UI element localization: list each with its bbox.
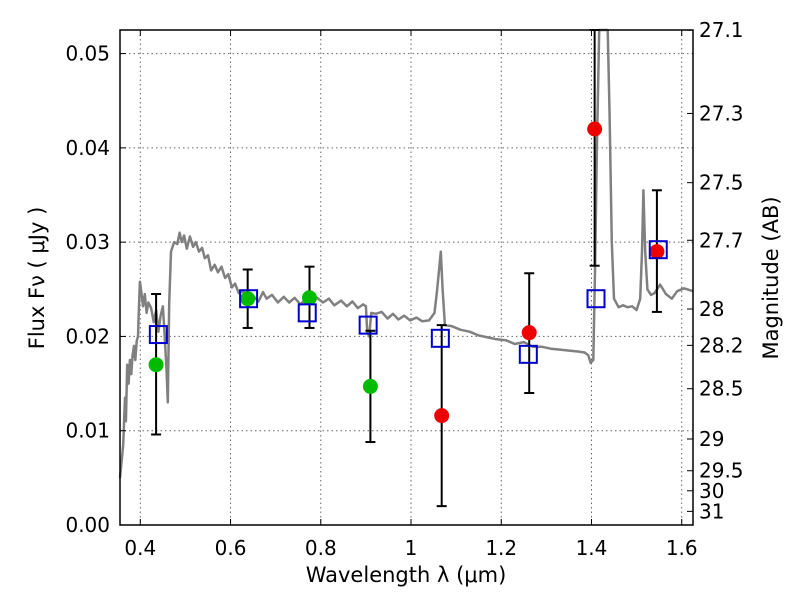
y-tick-label: 0.00 — [65, 513, 110, 537]
plot-area — [120, 30, 693, 525]
data-point-circle — [301, 290, 317, 306]
y2-tick-label: 27.5 — [699, 171, 744, 195]
data-point-square — [358, 315, 378, 335]
data-point-circle — [649, 244, 665, 260]
plot-frame — [119, 29, 694, 526]
data-point-square — [297, 303, 317, 323]
y2-tick-label: 27.3 — [699, 101, 744, 125]
model-spectrum-line — [118, 28, 694, 479]
y2-tick-label: 28.2 — [699, 333, 744, 357]
x-tick-label: 0.8 — [305, 536, 337, 560]
data-point-square — [586, 289, 606, 309]
y2-tick-label: 27.1 — [699, 18, 744, 42]
y-tick-label: 0.02 — [65, 324, 110, 348]
y-tick-label: 0.04 — [65, 136, 110, 160]
data-point-square — [518, 344, 538, 364]
y-axis-label: Flux Fν ( μJy ) — [25, 207, 49, 350]
data-point-square — [239, 289, 259, 309]
x-tick-label: 1 — [405, 536, 418, 560]
x-axis-label: Wavelength λ (μm) — [306, 563, 507, 587]
data-point-circle — [521, 325, 537, 341]
y2-tick-label: 29 — [699, 427, 724, 451]
y2-axis-label: Magnitude (AB) — [759, 196, 783, 359]
data-point-circle — [587, 121, 603, 137]
y2-tick-label: 31 — [699, 499, 724, 523]
x-tick-label: 1.2 — [485, 536, 517, 560]
data-point-circle — [434, 408, 450, 424]
x-tick-label: 1.6 — [666, 536, 698, 560]
y-tick-label: 0.01 — [65, 419, 110, 443]
data-point-circle — [148, 357, 164, 373]
axis-ticks — [120, 29, 693, 526]
y2-tick-label: 27.7 — [699, 228, 744, 252]
data-point-square — [430, 328, 450, 348]
data-point-circle — [240, 291, 256, 307]
data-point-square — [148, 325, 168, 345]
data-point-circle — [362, 378, 378, 394]
y2-tick-label: 29.5 — [699, 459, 744, 483]
x-tick-label: 0.6 — [215, 536, 247, 560]
y2-tick-label: 30 — [699, 479, 724, 503]
data-markers — [148, 121, 668, 424]
y-tick-label: 0.03 — [65, 230, 110, 254]
axis-tick-labels: 0.4 0.6 0.8 1 1.2 1.4 1.6 0.00 0.01 0.02 0.03 0.04 0… — [65, 18, 743, 560]
y-tick-label: 0.05 — [65, 42, 110, 66]
y2-tick-label: 28 — [699, 297, 724, 321]
x-tick-label: 1.4 — [576, 536, 608, 560]
data-point-square — [648, 240, 668, 260]
y2-tick-label: 28.5 — [699, 377, 744, 401]
x-tick-label: 0.4 — [124, 536, 156, 560]
model-spectrum — [118, 28, 694, 479]
